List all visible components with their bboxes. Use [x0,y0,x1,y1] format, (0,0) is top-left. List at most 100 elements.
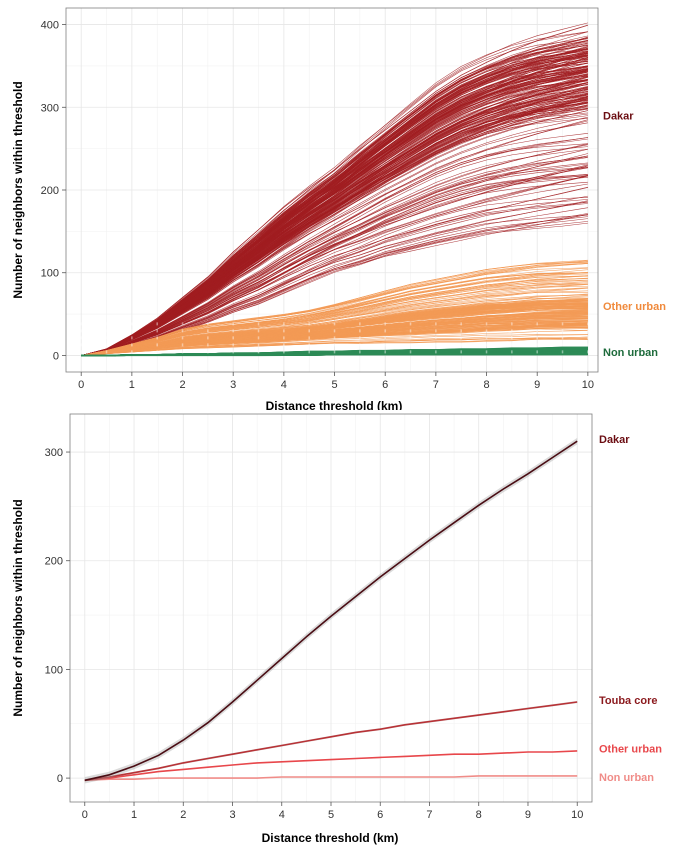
series-line [81,31,588,356]
series-line [81,201,588,356]
x-tick-label: 0 [82,809,88,821]
series-line [81,272,588,356]
x-tick-label: 7 [426,809,432,821]
x-tick-label: 5 [331,379,337,391]
x-tick-label: 8 [476,809,482,821]
x-tick-label: 3 [230,379,236,391]
series-dakar [81,22,588,356]
x-tick-label: 1 [131,809,137,821]
series-line [81,77,588,356]
series-line [81,279,588,356]
series-label-other-urban: Other urban [603,301,666,313]
series-line [81,294,588,356]
series-label-non-urban: Non urban [599,772,654,784]
series-line [81,57,588,356]
x-tick-label: 1 [129,379,135,391]
series-line [81,336,588,356]
series-touba-core [84,700,578,782]
series-line [84,750,578,782]
series-line [81,267,588,356]
x-tick-label: 0 [78,379,84,391]
series-line [81,299,588,356]
series-line [81,24,588,356]
series-line [81,261,588,356]
series-line [81,108,588,356]
bottom-y-axis-title: Number of neighbors within threshold [11,499,25,716]
x-tick-label: 4 [281,379,287,391]
top-x-axis-title: Distance threshold (km) [266,399,403,410]
series-line [84,701,578,782]
x-tick-label: 2 [180,809,186,821]
series-label-touba-core: Touba core [599,695,657,707]
y-tick-label: 100 [41,268,59,280]
x-tick-label: 6 [382,379,388,391]
series-line [81,348,588,357]
x-tick-label: 9 [525,809,531,821]
series-line [81,324,588,356]
series-line [81,283,588,356]
series-line [81,327,588,356]
x-tick-label: 2 [179,379,185,391]
y-tick-label: 0 [57,773,63,785]
series-non-urban [84,775,578,782]
series-dakar [84,437,578,784]
top-y-axis-title: Number of neighbors within threshold [11,81,25,298]
x-tick-label: 10 [571,809,583,821]
series-line [81,122,588,356]
series-line [81,48,588,356]
series-line [81,195,588,356]
series-line [81,98,588,356]
series-line [81,167,588,356]
series-line [81,167,588,356]
y-tick-label: 300 [41,102,59,114]
y-tick-label: 300 [45,447,63,459]
x-tick-label: 3 [229,809,235,821]
series-line [84,440,578,782]
series-line [81,148,588,356]
series-line [81,115,588,356]
series-line [81,300,588,356]
x-tick-label: 4 [279,809,285,821]
series-line [81,143,588,356]
series-line [81,78,588,356]
series-line [81,133,588,356]
x-tick-label: 10 [582,379,594,391]
x-tick-label: 7 [433,379,439,391]
series-line [81,314,588,356]
y-tick-label: 400 [41,20,59,32]
y-tick-label: 100 [45,664,63,676]
series-label-dakar: Dakar [599,434,630,446]
series-line [81,181,588,356]
series-line [81,38,588,356]
series-line [81,88,588,356]
x-tick-label: 5 [328,809,334,821]
series-line [81,107,588,356]
series-line [84,775,578,782]
series-line [81,156,588,356]
y-tick-label: 200 [41,185,59,197]
series-label-non-urban: Non urban [603,347,658,359]
series-line [81,36,588,356]
step-markers [80,322,589,356]
series-line [81,97,588,356]
series-line [81,207,588,356]
series-line [81,320,588,356]
series-line [81,260,588,356]
series-non-urban [81,346,588,357]
series-other-urban [81,259,588,356]
y-tick-label: 0 [53,350,59,362]
series-line [81,48,588,356]
x-tick-label: 8 [483,379,489,391]
series-line [81,35,588,356]
series-line [81,311,588,356]
series-line [81,334,588,356]
confidence-band [84,437,578,784]
series-other-urban [84,750,578,782]
x-tick-label: 9 [534,379,540,391]
bottom-x-axis-title: Distance threshold (km) [262,831,399,845]
series-line [81,306,588,356]
y-tick-label: 200 [45,556,63,568]
